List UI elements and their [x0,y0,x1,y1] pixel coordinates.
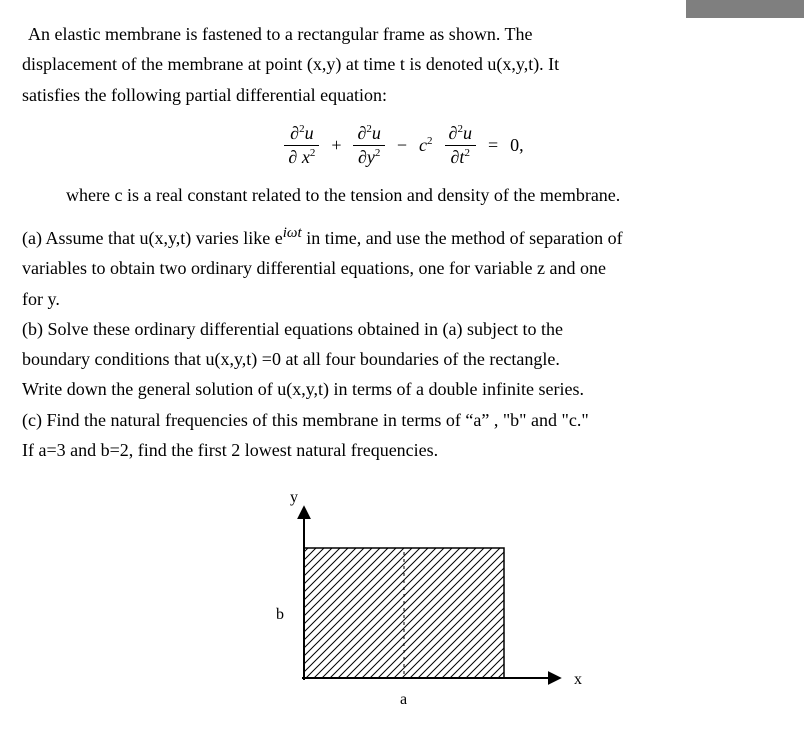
part-a-cont1: variables to obtain two ordinary differe… [22,256,786,280]
part-c: (c) Find the natural frequencies of this… [22,408,786,432]
part-b-cont1: boundary conditions that u(x,y,t) =0 at … [22,347,786,371]
rectangle-diagram: x y b a [22,488,786,734]
axis-label-x: x [574,671,582,688]
intro-line-3: satisfies the following partial differen… [22,83,786,107]
dimension-label-b: b [276,606,284,623]
dimension-label-a: a [400,691,407,708]
part-b-cont2: Write down the general solution of u(x,y… [22,377,786,401]
where-line: where c is a real constant related to th… [66,183,786,207]
axis-label-y: y [290,489,298,506]
part-a: (a) Assume that u(x,y,t) varies like eiω… [22,223,786,250]
intro-line-1: An elastic membrane is fastened to a rec… [22,22,786,46]
problem-text: An elastic membrane is fastened to a rec… [0,22,804,735]
part-b: (b) Solve these ordinary differential eq… [22,317,786,341]
decorative-gray-strip [686,0,804,18]
part-c-cont1: If a=3 and b=2, find the first 2 lowest … [22,438,786,462]
part-a-cont2: for y. [22,287,786,311]
pde-equation: ∂2u ∂ x2 + ∂2u ∂y2 − c2 ∂2u ∂t2 = 0, [22,121,786,167]
intro-line-2: displacement of the membrane at point (x… [22,52,786,76]
